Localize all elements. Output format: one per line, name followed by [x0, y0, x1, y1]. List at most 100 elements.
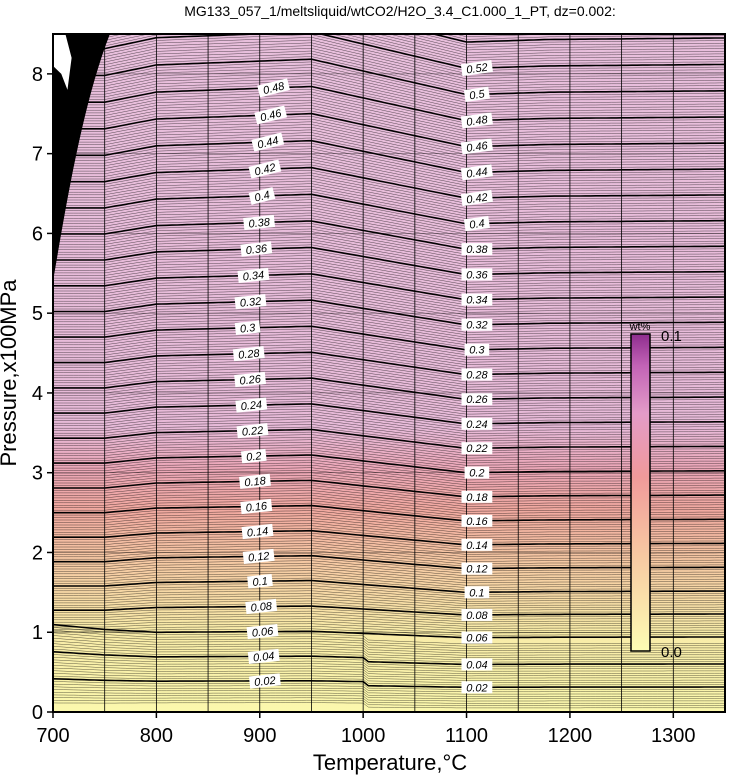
contour-major [53, 139, 725, 174]
colorbar-min-label: 0.0 [661, 644, 682, 661]
contour-label-text: 0.1 [252, 575, 268, 589]
contour-major [53, 166, 725, 200]
contour-minor [53, 500, 725, 517]
contour-minor [53, 318, 725, 343]
contour-minor [53, 613, 725, 623]
contour-major [53, 220, 725, 251]
contour-label: 0.18 [239, 473, 271, 489]
contour-minor [53, 603, 725, 613]
contour-minor [53, 600, 725, 611]
contour-minor [53, 132, 725, 166]
contour-label: 0.48 [257, 78, 290, 98]
contour-minor [53, 447, 725, 466]
contour-minor [53, 413, 725, 434]
contour-label: 0.04 [461, 658, 493, 671]
contour-minor [53, 80, 725, 116]
contour-label-text: 0.42 [253, 162, 277, 179]
contour-minor [53, 475, 725, 493]
contour-minor [53, 492, 725, 510]
contour-minor [53, 522, 725, 538]
contour-minor [53, 411, 725, 432]
contour-label-text: 0.48 [262, 80, 287, 97]
contour-minor [53, 124, 725, 158]
contour-label-text: 0.44 [256, 135, 280, 152]
contour-label-bg [461, 442, 493, 455]
contour-minor [53, 244, 725, 273]
contour-minor [53, 362, 725, 385]
contour-minor [53, 640, 725, 656]
contour-minor [53, 497, 725, 514]
contour-minor [53, 563, 725, 577]
contour-minor [53, 172, 725, 204]
y-tick-label: 4 [32, 383, 43, 405]
contour-minor [53, 625, 725, 634]
contour-minor [53, 654, 725, 667]
contour-label: 0.14 [241, 523, 274, 540]
contour-label-text: 0.38 [466, 244, 488, 256]
contour-label-bg [460, 164, 493, 181]
contour-minor [53, 673, 725, 683]
contour-label-text: 0.52 [466, 62, 489, 77]
contour-minor [53, 697, 725, 704]
contour-label: 0.36 [240, 241, 273, 257]
contour-minor [53, 540, 725, 555]
colorbar-max-label: 0.1 [661, 328, 682, 345]
contour-minor [53, 64, 725, 101]
contour-label-text: 0.2 [246, 450, 262, 464]
contour-minor [53, 502, 725, 519]
contour-minor [53, 681, 725, 690]
contour-minor [53, 380, 725, 402]
contour-minor [53, 567, 725, 581]
contour-minor [53, 388, 725, 410]
contour-minor [53, 156, 725, 189]
contour-label-text: 0.36 [245, 243, 268, 257]
y-tick-label: 2 [32, 542, 43, 564]
contour-minor [53, 252, 725, 280]
contour-label-text: 0.06 [466, 633, 488, 645]
x-tick-label: 1100 [445, 725, 488, 747]
contour-minor [53, 72, 725, 108]
contour-minor [53, 61, 725, 98]
contour-minor [53, 608, 725, 618]
contour-minor [53, 42, 725, 80]
contour-label-bg [237, 267, 270, 283]
contour-minor [53, 37, 725, 74]
contour-minor [53, 515, 725, 531]
contour-minor [53, 161, 725, 194]
contour-minor [53, 507, 725, 524]
contour-minor [53, 278, 725, 306]
contour-major [53, 554, 725, 570]
x-tick-label: 800 [140, 725, 173, 747]
contour-label-text: 0.12 [248, 550, 271, 564]
y-tick-label: 5 [32, 303, 43, 325]
contour-minor [53, 426, 725, 447]
contour-minor [53, 495, 725, 512]
contour-minor [53, 126, 725, 160]
contour-minor [53, 459, 725, 478]
contour-label-text: 0.28 [466, 370, 488, 382]
x-tick-label: 1000 [341, 725, 386, 747]
contour-minor [53, 307, 725, 333]
contour-label-bg [248, 187, 276, 205]
contour-minor [53, 210, 725, 240]
contour-label-text: 0.04 [253, 650, 276, 664]
contour-label-bg [246, 624, 279, 640]
contour-label-text: 0.16 [466, 516, 488, 528]
y-axis-title: Pressure,x100MPa [0, 279, 21, 467]
contour-minor [53, 444, 725, 464]
contour-label: 0.4 [463, 215, 490, 232]
contour-minor [53, 449, 725, 469]
x-tick-label: 700 [36, 725, 69, 747]
y-tick-label: 6 [32, 223, 43, 245]
contour-minor [53, 265, 725, 293]
contour-minor [53, 97, 725, 132]
contour-minor [53, 464, 725, 483]
contour-label-text: 0.46 [466, 140, 490, 155]
contour-label-bg [464, 343, 490, 356]
contour-minor [53, 627, 725, 645]
contour-label-text: 0.4 [469, 218, 486, 232]
contour-minor [53, 570, 725, 584]
contour-minor [53, 364, 725, 388]
contour-minor [53, 78, 725, 114]
contour-label-text: 0.22 [466, 443, 487, 455]
